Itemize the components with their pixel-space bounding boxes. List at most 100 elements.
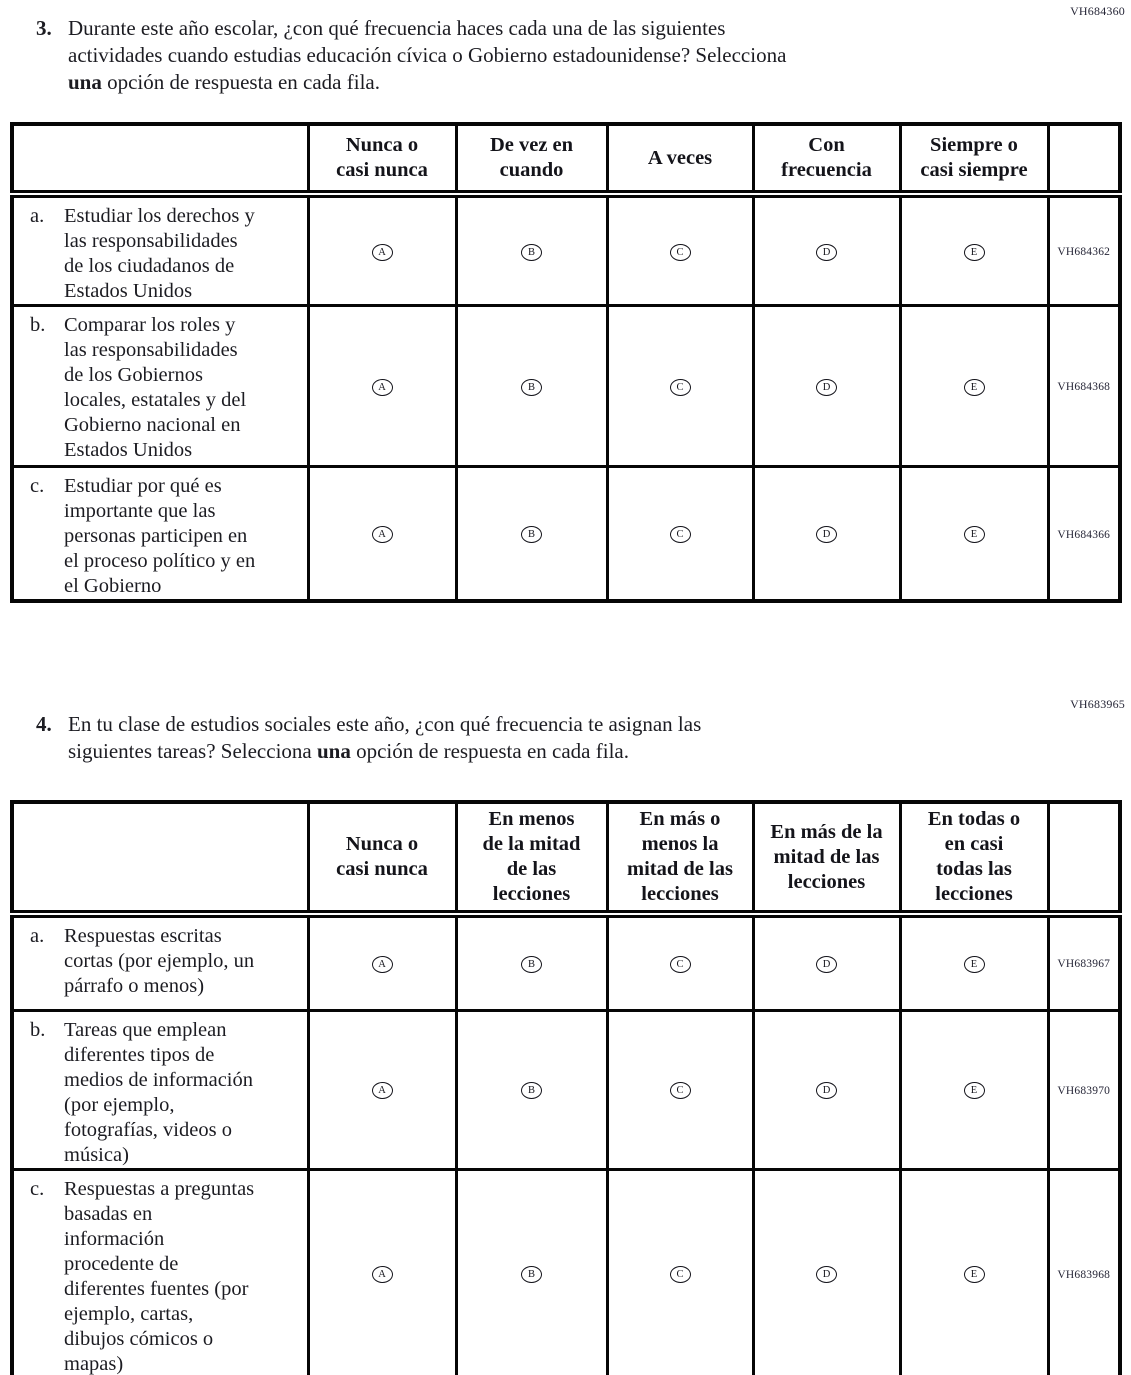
q4-row-c-option-b-bubble[interactable]: B bbox=[521, 1266, 542, 1283]
q4-header-nunca: Nunca o casi nunca bbox=[306, 800, 458, 918]
q3-row-b-option-e-bubble[interactable]: E bbox=[963, 378, 985, 396]
q4-row-a-option-e-cell: E bbox=[898, 912, 1050, 1012]
q3-row-b-label: Comparar los roles y las responsabilidad… bbox=[64, 314, 247, 461]
q4-header-todas-label: En todas o en casi todas las lecciones bbox=[927, 808, 1021, 905]
q4-row-c-label-cell: c. Respuestas a preguntas basadas en info… bbox=[10, 1167, 310, 1375]
q4-row-b-option-d-bubble[interactable]: D bbox=[816, 1082, 837, 1099]
q3-row-a-option-d-cell: D bbox=[751, 192, 902, 307]
q4-row-a-option-c-bubble[interactable]: C bbox=[669, 955, 691, 973]
q3-row-a-option-d-bubble[interactable]: D bbox=[816, 243, 837, 261]
q3-row-c-option-c-cell: C bbox=[605, 465, 755, 603]
q3-row-a-code: VH684362 bbox=[1057, 246, 1111, 258]
q4-row-a-option-a-cell: A bbox=[306, 912, 458, 1012]
q3-header-devez-label: De vez en cuando bbox=[489, 134, 574, 181]
q4-row-a-option-e-bubble[interactable]: E bbox=[963, 955, 985, 973]
q3-header-row: Nunca o casi nunca De vez en cuando A ve… bbox=[10, 122, 1122, 198]
q3-row-c-label: Estudiar por qué es importante que las p… bbox=[64, 475, 256, 597]
q3-header-confrecuencia-label: Con frecuencia bbox=[781, 134, 872, 181]
q4-row-c-option-c-bubble[interactable]: C bbox=[669, 1266, 691, 1283]
question-4-response-table: Nunca o casi nunca En menos de la mitad … bbox=[10, 800, 1122, 1375]
q3-row-a-code-cell: VH684362 bbox=[1046, 192, 1122, 307]
q4-header-mas-mitad: En más de la mitad de las lecciones bbox=[751, 800, 902, 918]
q4-row-a-code: VH683967 bbox=[1057, 958, 1111, 971]
q3-row-a-label-cell: a. Estudiar los derechos y las responsabi… bbox=[10, 192, 310, 307]
q3-row-c-option-b-cell: B bbox=[454, 465, 609, 603]
q4-header-mas-o-menos-label: En más o menos la mitad de las lecciones bbox=[627, 808, 733, 905]
q3-header-nunca-label: Nunca o casi nunca bbox=[336, 134, 428, 181]
q3-row-a: a. Estudiar los derechos y las responsabi… bbox=[10, 192, 1122, 307]
q3-row-c-option-c-bubble[interactable]: C bbox=[669, 526, 691, 543]
q3-row-b-code: VH684368 bbox=[1057, 381, 1111, 393]
q4-header-menos-mitad-label: En menos de la mitad de las lecciones bbox=[482, 808, 581, 905]
q3-row-c-letter: c. bbox=[30, 475, 45, 497]
question-3-response-table: Nunca o casi nunca De vez en cuando A ve… bbox=[10, 122, 1122, 603]
q4-row-b-option-e-bubble[interactable]: E bbox=[963, 1082, 985, 1099]
question-4-last-line: siguientes tareas? Selecciona una opción… bbox=[68, 738, 701, 765]
q4-row-b-option-c-cell: C bbox=[605, 1008, 755, 1171]
q4-row-b-option-d-cell: D bbox=[751, 1008, 902, 1171]
question-4-line-rest: opción de respuesta en cada fila. bbox=[350, 739, 629, 763]
q4-row-c-option-a-cell: A bbox=[306, 1167, 458, 1375]
q4-row-c: c. Respuestas a preguntas basadas en info… bbox=[10, 1167, 1122, 1375]
q3-row-b-option-b-bubble[interactable]: B bbox=[521, 378, 542, 396]
q3-row-c-option-a-bubble[interactable]: A bbox=[371, 526, 393, 543]
q4-row-b-option-c-bubble[interactable]: C bbox=[669, 1082, 691, 1099]
q4-header-row: Nunca o casi nunca En menos de la mitad … bbox=[10, 800, 1122, 918]
q3-row-b-option-c-bubble[interactable]: C bbox=[669, 378, 691, 396]
q3-row-a-label: Estudiar los derechos y las responsabili… bbox=[64, 205, 255, 302]
question-4-accession-code: VH683965 bbox=[1070, 697, 1125, 711]
q4-header-mas-mitad-label: En más de la mitad de las lecciones bbox=[770, 820, 883, 893]
q4-row-a-option-d-bubble[interactable]: D bbox=[816, 955, 837, 973]
q3-row-a-option-c-bubble[interactable]: C bbox=[669, 243, 691, 261]
question-4-lines: En tu clase de estudios sociales este añ… bbox=[68, 712, 702, 736]
q4-row-b-option-b-bubble[interactable]: B bbox=[521, 1082, 542, 1099]
q4-row-b-code-cell: VH683970 bbox=[1046, 1008, 1122, 1171]
q3-row-b: b. Comparar los roles y las responsabilid… bbox=[10, 304, 1122, 468]
q3-header-aveces: A veces bbox=[605, 122, 755, 198]
question-4: 4. En tu clase de estudios sociales este… bbox=[36, 711, 1036, 765]
q3-row-b-option-d-bubble[interactable]: D bbox=[816, 378, 837, 396]
q4-row-c-label: Respuestas a preguntas basadas en inform… bbox=[64, 1177, 255, 1375]
question-3: 3. Durante este año escolar, ¿con qué fr… bbox=[36, 15, 1036, 96]
q3-row-c-option-a-cell: A bbox=[306, 465, 458, 603]
q4-row-a-option-d-cell: D bbox=[751, 912, 902, 1012]
q3-row-a-option-a-bubble[interactable]: A bbox=[371, 243, 393, 261]
q4-header-nunca-label: Nunca o casi nunca bbox=[336, 833, 428, 880]
q4-row-a-letter: a. bbox=[30, 925, 45, 947]
q4-row-c-option-e-bubble[interactable]: E bbox=[963, 1266, 985, 1283]
q3-row-b-option-a-bubble[interactable]: A bbox=[371, 378, 393, 396]
q3-corner-cell bbox=[10, 122, 310, 198]
q3-row-a-option-a-cell: A bbox=[306, 192, 458, 307]
q4-row-a-option-a-bubble[interactable]: A bbox=[371, 955, 393, 973]
q3-header-devez: De vez en cuando bbox=[454, 122, 609, 198]
question-4-line-pre: siguientes tareas? Selecciona bbox=[68, 739, 317, 763]
q3-header-siempre: Siempre o casi siempre bbox=[898, 122, 1050, 198]
q4-row-b-option-a-bubble[interactable]: A bbox=[371, 1082, 393, 1099]
q3-row-c-option-b-bubble[interactable]: B bbox=[521, 526, 542, 543]
q4-row-b-option-b-cell: B bbox=[454, 1008, 609, 1171]
q4-row-b-label-cell: b. Tareas que emplean diferentes tipos de… bbox=[10, 1008, 310, 1171]
q3-row-b-option-e-cell: E bbox=[898, 304, 1050, 468]
q4-row-c-option-d-bubble[interactable]: D bbox=[816, 1266, 837, 1283]
q3-row-a-option-e-bubble[interactable]: E bbox=[963, 243, 985, 261]
q4-row-a-label: Respuestas escritas cortas (por ejemplo,… bbox=[64, 925, 255, 997]
q4-header-code-cell bbox=[1046, 800, 1122, 918]
q4-row-a-option-b-bubble[interactable]: B bbox=[521, 955, 542, 973]
question-3-bold-word: una bbox=[68, 70, 102, 94]
q3-row-a-option-b-bubble[interactable]: B bbox=[521, 243, 542, 261]
q4-row-c-option-a-bubble[interactable]: A bbox=[371, 1266, 393, 1283]
q4-row-c-option-c-cell: C bbox=[605, 1167, 755, 1375]
q3-row-b-option-c-cell: C bbox=[605, 304, 755, 468]
q4-row-c-code: VH683968 bbox=[1057, 1268, 1111, 1281]
question-3-text: Durante este año escolar, ¿con qué frecu… bbox=[68, 15, 786, 96]
q4-header-todas: En todas o en casi todas las lecciones bbox=[898, 800, 1050, 918]
q4-row-b: b. Tareas que emplean diferentes tipos de… bbox=[10, 1008, 1122, 1171]
q4-row-c-option-b-cell: B bbox=[454, 1167, 609, 1375]
q4-row-c-code-cell: VH683968 bbox=[1046, 1167, 1122, 1375]
q3-row-c-option-e-bubble[interactable]: E bbox=[963, 526, 985, 543]
q3-row-c-label-cell: c. Estudiar por qué es importante que las… bbox=[10, 465, 310, 603]
q3-row-c-option-d-bubble[interactable]: D bbox=[816, 526, 837, 543]
q4-header-menos-mitad: En menos de la mitad de las lecciones bbox=[454, 800, 609, 918]
q4-row-b-option-a-cell: A bbox=[306, 1008, 458, 1171]
